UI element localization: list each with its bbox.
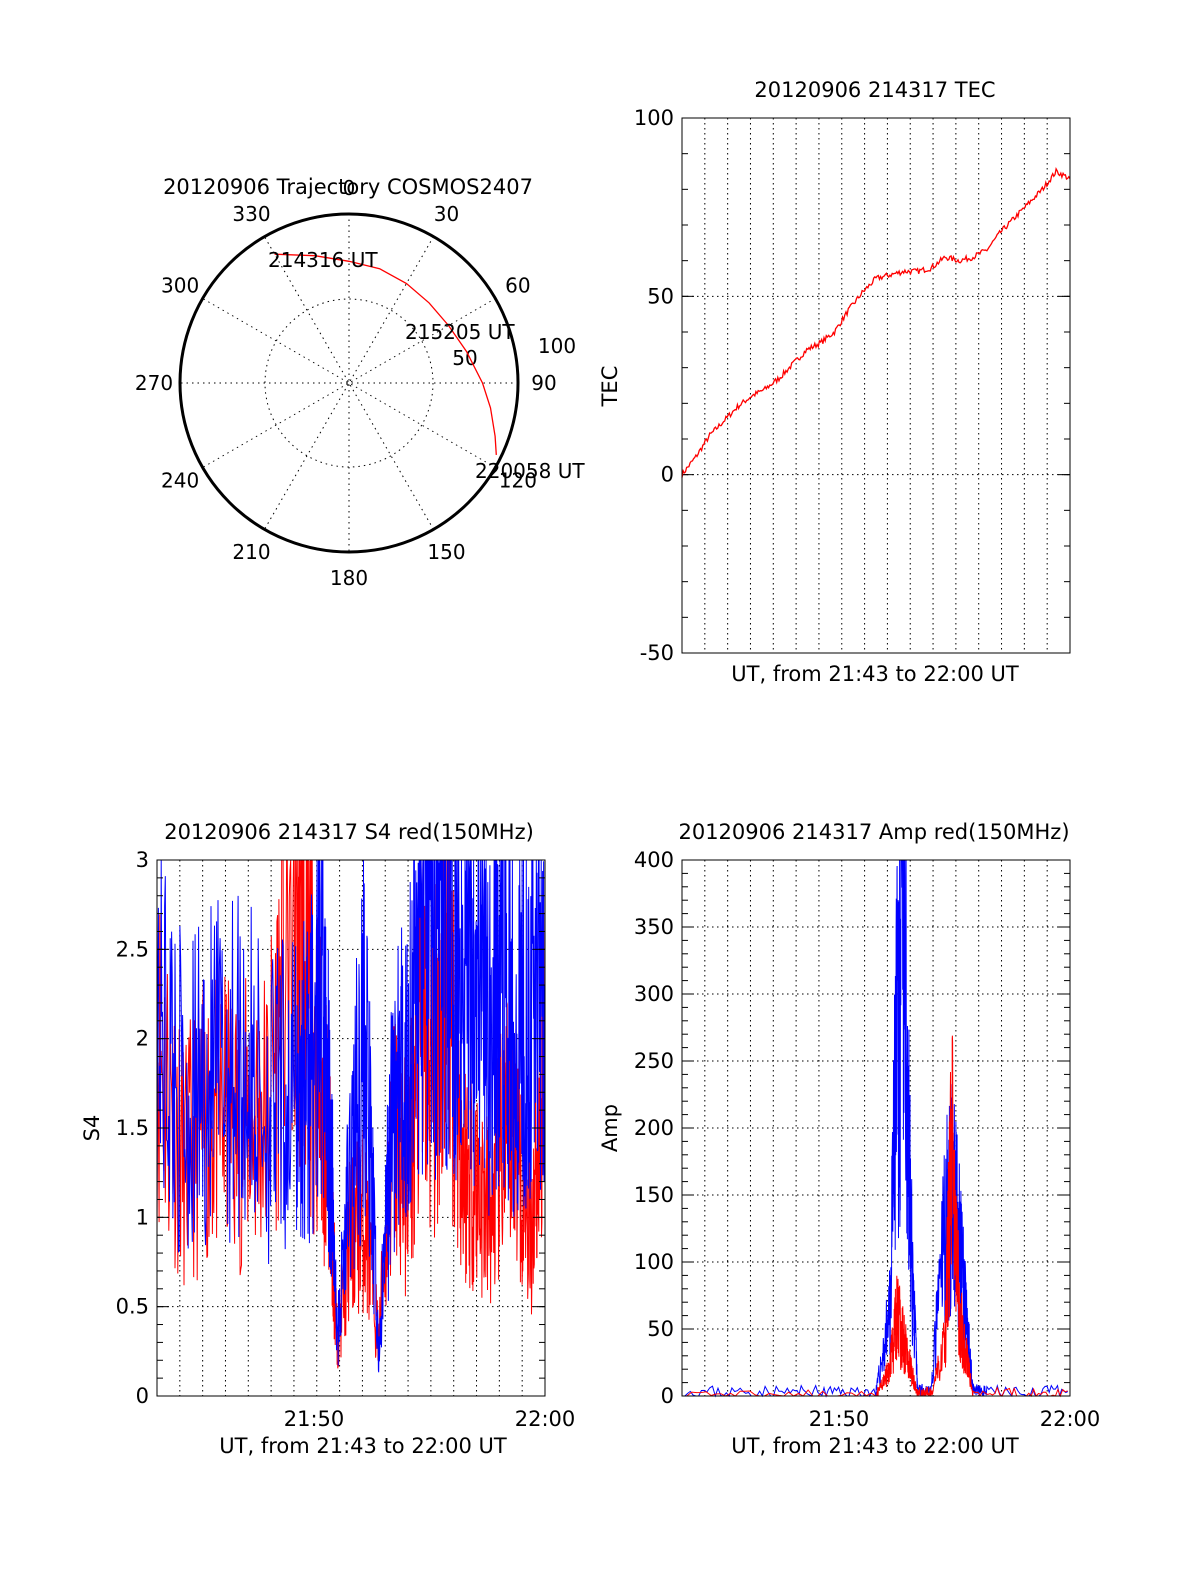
s4-title: 20120906 214317 S4 red(150MHz) — [164, 820, 534, 844]
y-tick-label: 0 — [661, 463, 674, 487]
y-tick-label: 0 — [136, 1384, 149, 1408]
y-tick-label: 100 — [634, 1250, 674, 1274]
y-tick-label: 150 — [634, 1183, 674, 1207]
y-tick-label: -50 — [640, 641, 674, 665]
y-tick-label: 350 — [634, 915, 674, 939]
polar-grid — [180, 214, 518, 552]
azimuth-label-90: 90 — [531, 371, 556, 395]
tec-ylabel: TEC — [598, 366, 622, 408]
tec-series-line — [681, 167, 1071, 478]
x-tick-label: 22:00 — [1040, 1407, 1101, 1431]
azimuth-label-30: 30 — [434, 202, 459, 226]
s4-x-ticks: 21:50 22:00 — [284, 1407, 576, 1431]
y-tick-label: 50 — [647, 1317, 674, 1341]
azimuth-label-180: 180 — [330, 566, 368, 590]
y-tick-label: 2 — [136, 1027, 149, 1051]
amp-ylabel: Amp — [598, 1104, 622, 1152]
y-tick-label: 1.5 — [116, 1116, 149, 1140]
amp-x-ticks: 21:50 22:00 — [809, 1407, 1101, 1431]
series-blue — [682, 859, 1069, 1398]
y-tick-label: 0 — [661, 1384, 674, 1408]
azimuth-label-300: 300 — [161, 274, 199, 298]
polar-spoke — [264, 236, 434, 530]
azimuth-label-60: 60 — [505, 274, 530, 298]
amp-grid — [682, 860, 1070, 1396]
y-tick-label: 1 — [136, 1205, 149, 1229]
azimuth-label-240: 240 — [161, 469, 199, 493]
s4-chart: 20120906 214317 S4 red(150MHz) 0 0.5 1 1.5 2… — [80, 820, 575, 1458]
radial-label-100: 100 — [538, 334, 576, 358]
amp-title: 20120906 214317 Amp red(150MHz) — [678, 820, 1069, 844]
x-tick-label: 21:50 — [809, 1407, 870, 1431]
y-tick-label: 3 — [136, 848, 149, 872]
tec-xlabel: UT, from 21:43 to 22:00 UT — [731, 662, 1019, 686]
y-tick-label: 100 — [634, 106, 674, 130]
polar-ring-inner — [264, 298, 434, 468]
azimuth-label-120: 120 — [499, 469, 537, 493]
azimuth-label-330: 330 — [232, 202, 270, 226]
polar-outer-ring — [178, 212, 520, 554]
amp-plot-frame — [681, 859, 1071, 1397]
y-tick-label: 0.5 — [116, 1295, 149, 1319]
tec-chart: 20120906 214317 TEC -50 0 50 100 UT, from 2… — [598, 78, 1071, 686]
y-tick-label: 300 — [634, 982, 674, 1006]
x-tick-label: 22:00 — [515, 1407, 576, 1431]
x-tick-label: 21:50 — [284, 1407, 345, 1431]
amp-xlabel: UT, from 21:43 to 22:00 UT — [731, 1434, 1019, 1458]
tec-y-ticks: -50 0 50 100 — [634, 106, 1070, 665]
polar-spoke — [202, 298, 496, 468]
amp-chart: 20120906 214317 Amp red(150MHz) 0 50 100 15… — [598, 820, 1100, 1458]
series-blue — [156, 859, 546, 1373]
y-tick-label: 200 — [634, 1116, 674, 1140]
s4-plot-frame — [156, 859, 546, 1397]
y-tick-label: 50 — [647, 284, 674, 308]
trajectory-series-line — [274, 253, 497, 455]
amp-series — [682, 859, 1069, 1398]
azimuth-label-150: 150 — [427, 540, 465, 564]
trajectory-chart: 20120906 Trajectory COSMOS2407 0 30 60 90 12… — [135, 175, 585, 590]
azimuth-label-270: 270 — [135, 371, 173, 395]
trajectory-annotation-mid: 215205 UT — [405, 320, 515, 344]
trajectory-annotation-start: 214316 UT — [268, 248, 378, 272]
tec-title: 20120906 214317 TEC — [754, 78, 995, 102]
trajectory-title: 20120906 Trajectory COSMOS2407 — [163, 175, 533, 199]
polar-azimuth-labels: 0 30 60 90 120 150 180 210 240 270 300 330 — [135, 176, 557, 590]
tec-grid — [682, 118, 1070, 653]
series-red — [682, 1035, 1068, 1398]
polar-spoke — [264, 236, 434, 530]
polar-spoke — [202, 298, 496, 468]
trajectory-annotation-end: 220058 UT — [475, 459, 585, 483]
s4-ylabel: S4 — [80, 1115, 104, 1142]
y-tick-label: 400 — [634, 848, 674, 872]
y-tick-label: 250 — [634, 1049, 674, 1073]
azimuth-label-0: 0 — [343, 176, 356, 200]
azimuth-label-210: 210 — [232, 540, 270, 564]
amp-y-ticks: 0 50 100 150 200 250 300 350 400 — [634, 848, 1070, 1408]
s4-series — [156, 859, 546, 1373]
s4-xlabel: UT, from 21:43 to 22:00 UT — [219, 1434, 507, 1458]
y-tick-label: 2.5 — [116, 937, 149, 961]
tec-plot-frame — [681, 117, 1071, 654]
